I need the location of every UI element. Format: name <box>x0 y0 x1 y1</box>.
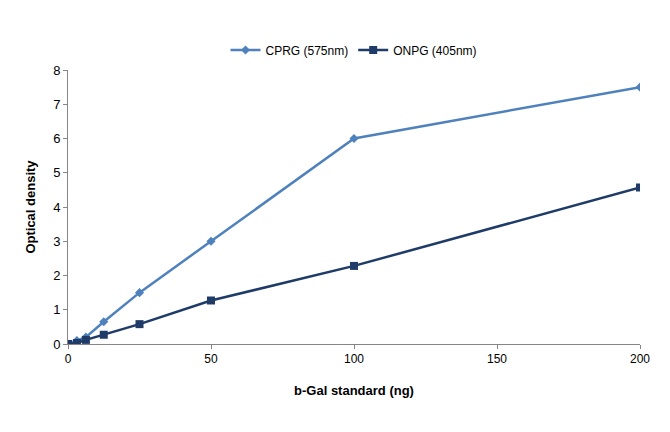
svg-text:8: 8 <box>53 63 60 78</box>
svg-text:100: 100 <box>344 352 364 366</box>
svg-text:200: 200 <box>630 352 650 366</box>
svg-text:6: 6 <box>53 131 60 146</box>
svg-text:b-Gal standard (ng): b-Gal standard (ng) <box>294 383 414 398</box>
svg-text:0: 0 <box>53 337 60 352</box>
svg-text:4: 4 <box>53 200 60 215</box>
svg-text:50: 50 <box>204 352 218 366</box>
svg-text:Optical density: Optical density <box>23 160 38 254</box>
svg-text:3: 3 <box>53 234 60 249</box>
svg-text:2: 2 <box>53 268 60 283</box>
svg-text:1: 1 <box>53 302 60 317</box>
svg-text:5: 5 <box>53 165 60 180</box>
svg-text:ONPG (405nm): ONPG (405nm) <box>393 44 476 58</box>
svg-text:0: 0 <box>65 352 72 366</box>
svg-text:150: 150 <box>487 352 507 366</box>
svg-text:CPRG (575nm): CPRG (575nm) <box>266 44 349 58</box>
svg-text:7: 7 <box>53 97 60 112</box>
